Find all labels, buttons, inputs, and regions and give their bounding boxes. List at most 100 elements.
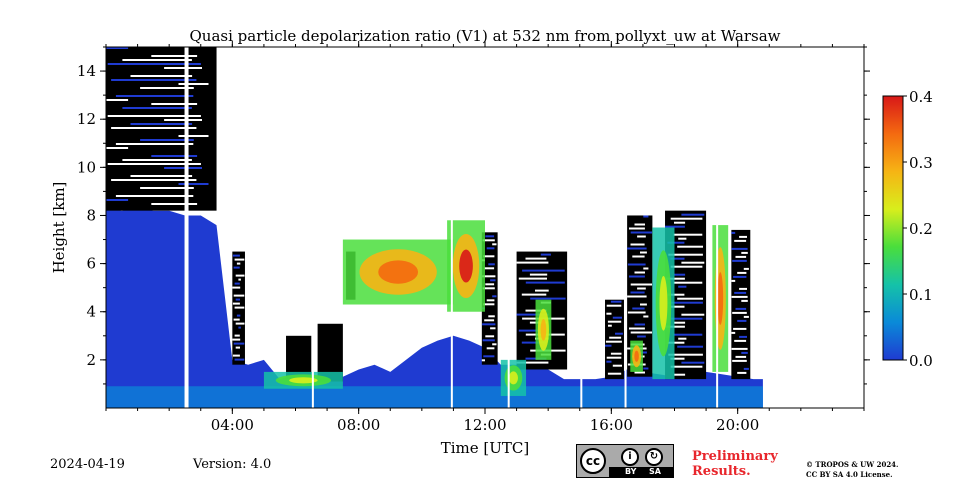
y-tick-label: 14 [77, 62, 96, 80]
cloud-texture [731, 279, 736, 282]
cloud-texture [637, 287, 646, 290]
cloud-texture [516, 261, 549, 264]
y-tick-label: 10 [77, 158, 96, 176]
cloud-texture [630, 231, 652, 234]
cloud-texture [627, 263, 646, 266]
cloud-texture [637, 235, 646, 238]
cloud-texture [733, 327, 747, 330]
colorbar-tick-label: 0.3 [909, 154, 933, 172]
cloud-texture [111, 79, 197, 81]
cloud-texture [492, 243, 497, 246]
cloud-texture [667, 241, 685, 244]
cloud-texture [529, 273, 548, 276]
badge-sa-label: SA [649, 467, 661, 476]
cloud-texture [235, 346, 240, 349]
colorbar-tick-label: 0.2 [909, 220, 933, 238]
cloud-texture [634, 223, 645, 226]
cloud-texture [731, 347, 748, 350]
cloud-texture [107, 163, 201, 165]
cloud-texture [732, 259, 747, 262]
cloud-texture [232, 302, 240, 305]
cloud-texture [481, 359, 485, 362]
cloud-texture [164, 67, 202, 69]
cloud-texture [535, 289, 549, 292]
cloud-texture [670, 317, 703, 320]
cloud-texture [627, 295, 647, 298]
cloud-texture [643, 215, 649, 218]
cloud-texture [140, 87, 194, 89]
cloud-texture [608, 324, 612, 327]
cloud-texture [111, 127, 197, 129]
depol-feature-peak [634, 350, 639, 362]
cloud-texture [643, 315, 649, 318]
chart-title: Quasi particle depolarization ratio (V1)… [189, 27, 780, 45]
cloud-texture [665, 325, 685, 328]
cloud-texture [232, 286, 241, 289]
cloud-texture [484, 319, 495, 322]
preliminary-line-2: Results. [692, 464, 751, 479]
measurement-date: 2024-04-19 [50, 457, 125, 472]
cloud-texture [521, 341, 547, 344]
cloud-texture [151, 155, 198, 157]
cloud-texture [522, 269, 565, 272]
cloud-texture [178, 135, 209, 137]
cloud-texture [681, 313, 705, 316]
cloud-texture [234, 334, 240, 337]
cloud-texture [668, 301, 703, 304]
badge-by-label: BY [625, 467, 637, 476]
cloud-texture [485, 235, 495, 238]
cloud-texture [107, 115, 201, 117]
cloud-texture [488, 263, 495, 266]
y-tick-label: 12 [77, 110, 96, 128]
x-tick-label: 20:00 [716, 416, 759, 434]
heatmap-layer [106, 47, 763, 408]
cloud-texture [674, 321, 686, 324]
colorbar [882, 95, 904, 361]
cloud-texture [518, 277, 547, 280]
cloud-texture [678, 337, 687, 340]
cloud-texture [482, 275, 496, 278]
y-tick-label: 2 [86, 351, 96, 369]
cloud-texture [640, 251, 647, 254]
cloud-texture [731, 231, 736, 234]
data-gap [624, 47, 627, 408]
cloud-texture [486, 347, 495, 350]
cloud-texture [605, 344, 612, 347]
cloud-texture [670, 265, 703, 268]
data-gap [507, 47, 510, 408]
cloud-texture [233, 266, 240, 269]
cloud-texture [739, 335, 747, 338]
cloud-texture [678, 285, 687, 288]
cloud-texture [235, 298, 240, 301]
cloud-texture [151, 103, 198, 105]
cloud-texture [670, 217, 703, 220]
cloud-texture [484, 267, 495, 270]
cloud-texture [482, 287, 495, 290]
cc-license-badge[interactable]: cc i ↻ BY SA [576, 444, 674, 478]
cloud-texture [606, 356, 622, 359]
cloud-texture [632, 255, 645, 258]
data-gap [184, 47, 189, 408]
cloud-texture [540, 253, 551, 256]
cloud-texture [612, 316, 622, 319]
cloud-texture [737, 271, 747, 274]
cloud-texture [668, 253, 703, 256]
copyright-note: © TROPOS & UW 2024. CC BY SA 4.0 License… [806, 460, 899, 480]
cloud-texture [115, 143, 194, 145]
cloud-texture [518, 329, 547, 332]
cloud-texture [615, 332, 623, 335]
cloud-texture [634, 323, 645, 326]
cloud-texture [731, 247, 748, 250]
data-gap [580, 47, 583, 408]
cloud-texture [634, 271, 645, 274]
cloud-texture [678, 237, 687, 240]
cloud-texture [233, 342, 245, 345]
cloud-texture [106, 199, 129, 201]
cloud-texture [521, 293, 547, 296]
copyright-line-1: © TROPOS & UW 2024. [806, 460, 899, 469]
cloud-texture [609, 336, 622, 339]
cloud-texture [151, 55, 198, 57]
cloud-texture [681, 361, 705, 364]
cloud-texture [630, 331, 652, 334]
cloud-texture [525, 257, 547, 260]
